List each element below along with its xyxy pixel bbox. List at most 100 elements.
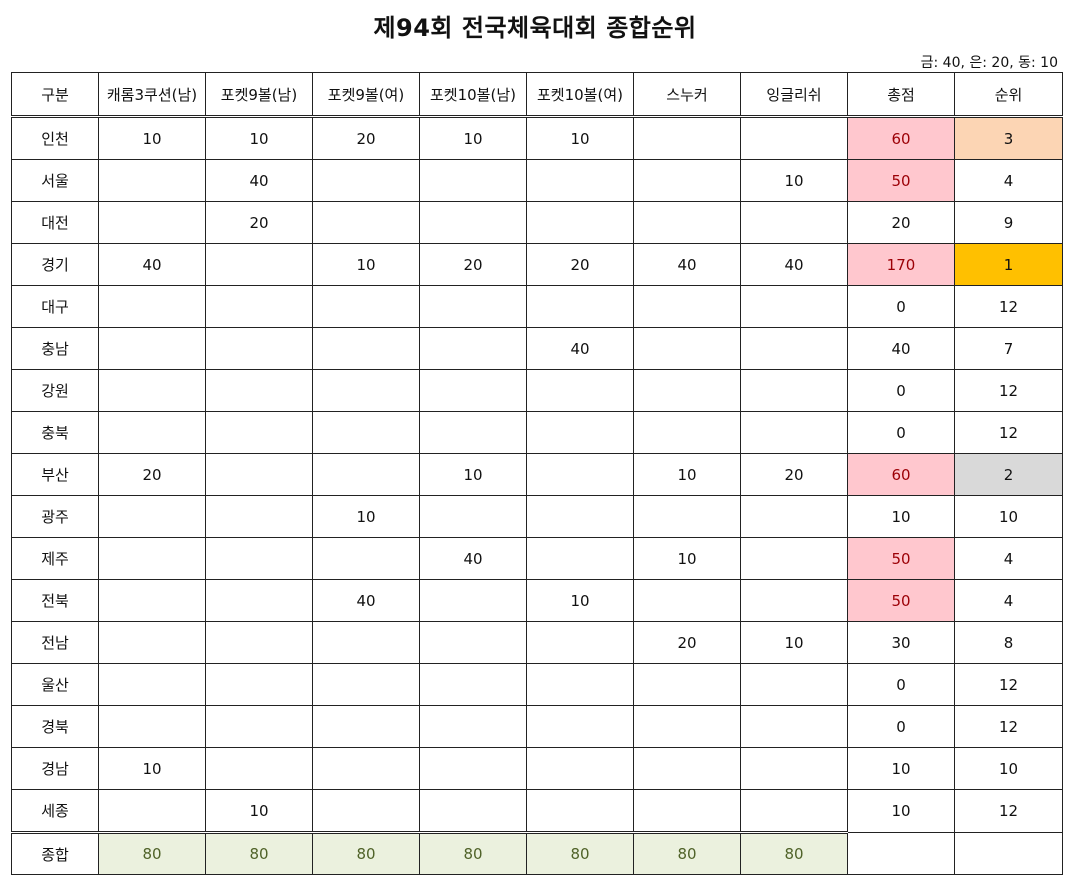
summary-cell[interactable]: 80 <box>98 831 206 875</box>
region-cell[interactable]: 서울 <box>11 159 99 202</box>
region-cell[interactable]: 전북 <box>11 579 99 622</box>
score-cell[interactable] <box>98 705 206 748</box>
score-cell[interactable]: 10 <box>312 243 420 286</box>
header-cell[interactable]: 포켓10볼(여) <box>526 72 634 118</box>
total-score-cell[interactable]: 30 <box>847 621 955 664</box>
summary-cell[interactable]: 80 <box>312 831 420 875</box>
region-cell[interactable]: 광주 <box>11 495 99 538</box>
rank-cell[interactable]: 12 <box>954 369 1063 412</box>
score-cell[interactable] <box>419 747 527 790</box>
region-cell[interactable]: 충남 <box>11 327 99 370</box>
score-cell[interactable]: 40 <box>633 243 741 286</box>
score-cell[interactable] <box>633 663 741 706</box>
total-score-cell[interactable]: 0 <box>847 663 955 706</box>
score-cell[interactable] <box>633 159 741 202</box>
region-cell[interactable]: 경북 <box>11 705 99 748</box>
rank-cell[interactable]: 7 <box>954 327 1063 370</box>
score-cell[interactable]: 10 <box>740 621 848 664</box>
total-score-cell[interactable]: 50 <box>847 159 955 202</box>
score-cell[interactable]: 20 <box>312 116 420 160</box>
score-cell[interactable] <box>633 285 741 328</box>
score-cell[interactable] <box>419 285 527 328</box>
total-score-cell[interactable]: 40 <box>847 327 955 370</box>
total-score-cell[interactable]: 50 <box>847 537 955 580</box>
score-cell[interactable]: 20 <box>419 243 527 286</box>
summary-total-empty-cell[interactable] <box>847 832 955 875</box>
score-cell[interactable]: 10 <box>419 453 527 496</box>
score-cell[interactable] <box>312 159 420 202</box>
total-score-cell[interactable]: 60 <box>847 453 955 496</box>
score-cell[interactable] <box>633 116 741 160</box>
rank-cell[interactable]: 12 <box>954 663 1063 706</box>
score-cell[interactable] <box>633 789 741 833</box>
score-cell[interactable] <box>526 705 634 748</box>
score-cell[interactable] <box>740 705 848 748</box>
summary-rank-empty-cell[interactable] <box>954 832 1063 875</box>
score-cell[interactable] <box>740 495 848 538</box>
score-cell[interactable] <box>205 579 313 622</box>
score-cell[interactable] <box>205 621 313 664</box>
summary-label-cell[interactable]: 종합 <box>11 831 99 875</box>
total-score-cell[interactable]: 0 <box>847 285 955 328</box>
score-cell[interactable] <box>419 579 527 622</box>
score-cell[interactable]: 10 <box>526 579 634 622</box>
score-cell[interactable] <box>526 159 634 202</box>
rank-cell[interactable]: 12 <box>954 285 1063 328</box>
region-cell[interactable]: 대구 <box>11 285 99 328</box>
score-cell[interactable] <box>633 747 741 790</box>
score-cell[interactable] <box>205 537 313 580</box>
score-cell[interactable] <box>98 369 206 412</box>
score-cell[interactable] <box>98 495 206 538</box>
score-cell[interactable] <box>419 159 527 202</box>
score-cell[interactable]: 10 <box>740 159 848 202</box>
score-cell[interactable] <box>98 285 206 328</box>
score-cell[interactable] <box>98 411 206 454</box>
score-cell[interactable] <box>633 369 741 412</box>
score-cell[interactable] <box>205 705 313 748</box>
score-cell[interactable] <box>312 705 420 748</box>
score-cell[interactable] <box>419 327 527 370</box>
score-cell[interactable] <box>740 789 848 833</box>
score-cell[interactable] <box>526 495 634 538</box>
score-cell[interactable] <box>205 747 313 790</box>
score-cell[interactable] <box>312 663 420 706</box>
score-cell[interactable] <box>205 411 313 454</box>
score-cell[interactable]: 20 <box>98 453 206 496</box>
score-cell[interactable] <box>98 621 206 664</box>
score-cell[interactable] <box>312 789 420 833</box>
header-cell[interactable]: 구분 <box>11 72 99 118</box>
score-cell[interactable] <box>633 201 741 244</box>
summary-cell[interactable]: 80 <box>419 831 527 875</box>
score-cell[interactable]: 20 <box>633 621 741 664</box>
region-cell[interactable]: 충북 <box>11 411 99 454</box>
score-cell[interactable] <box>312 411 420 454</box>
summary-cell[interactable]: 80 <box>740 831 848 875</box>
score-cell[interactable] <box>312 285 420 328</box>
score-cell[interactable] <box>740 537 848 580</box>
summary-cell[interactable]: 80 <box>526 831 634 875</box>
total-score-cell[interactable]: 60 <box>847 116 955 160</box>
header-cell[interactable]: 총점 <box>847 72 955 118</box>
score-cell[interactable]: 40 <box>419 537 527 580</box>
score-cell[interactable] <box>98 789 206 833</box>
score-cell[interactable]: 20 <box>526 243 634 286</box>
rank-cell[interactable]: 4 <box>954 579 1063 622</box>
score-cell[interactable]: 10 <box>98 116 206 160</box>
score-cell[interactable] <box>205 243 313 286</box>
score-cell[interactable] <box>740 285 848 328</box>
header-cell[interactable]: 잉글리쉬 <box>740 72 848 118</box>
score-cell[interactable] <box>205 369 313 412</box>
header-cell[interactable]: 스누커 <box>633 72 741 118</box>
score-cell[interactable] <box>205 285 313 328</box>
score-cell[interactable] <box>633 495 741 538</box>
region-cell[interactable]: 경남 <box>11 747 99 790</box>
score-cell[interactable] <box>98 201 206 244</box>
score-cell[interactable]: 40 <box>740 243 848 286</box>
score-cell[interactable]: 10 <box>205 789 313 833</box>
rank-cell[interactable]: 9 <box>954 201 1063 244</box>
score-cell[interactable] <box>740 579 848 622</box>
score-cell[interactable] <box>419 495 527 538</box>
total-score-cell[interactable]: 0 <box>847 705 955 748</box>
score-cell[interactable] <box>526 411 634 454</box>
region-cell[interactable]: 부산 <box>11 453 99 496</box>
